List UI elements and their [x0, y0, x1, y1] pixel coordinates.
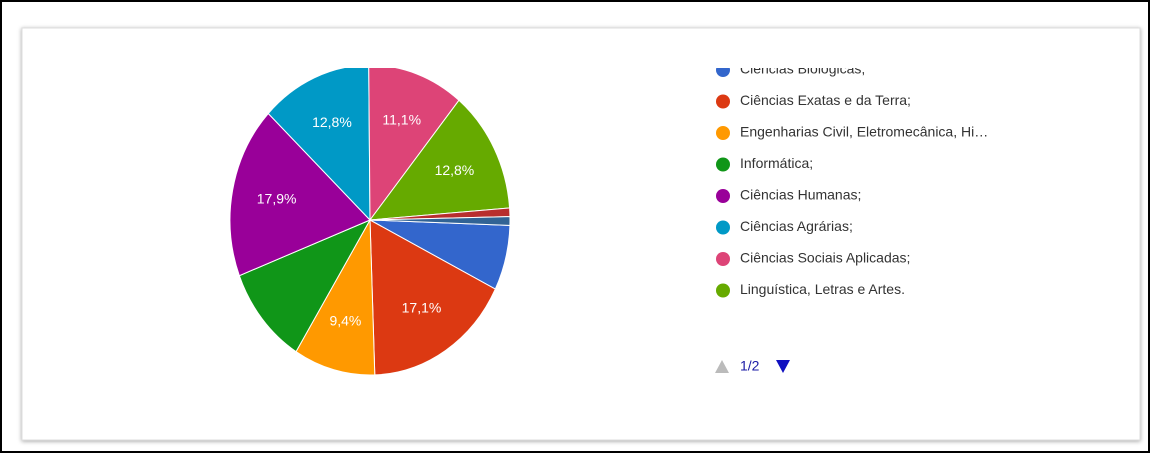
data-label: 9,4%	[329, 313, 361, 329]
data-label: 17,9%	[257, 190, 297, 206]
pie-slice	[369, 219, 496, 376]
legend-swatch	[716, 126, 730, 140]
pie-slice	[295, 218, 376, 376]
pie-slice	[369, 216, 511, 226]
chart: 17,1% 9,4% 17,9% 12,8% 11,1% 12,8% Ciências Bi…	[229, 61, 988, 376]
legend-label: Engenharias Civil, Eletromecânica, Hi…	[740, 124, 988, 140]
data-label: 17,1%	[402, 299, 442, 315]
legend-swatch	[716, 252, 730, 266]
legend-pager: 1/2	[715, 358, 790, 374]
pie-slice	[368, 68, 460, 222]
data-label: 11,1%	[382, 111, 421, 127]
legend-label: Informática;	[740, 155, 813, 171]
legend-label: Ciências Humanas;	[740, 187, 861, 203]
legend-swatch	[716, 189, 730, 203]
pager-text: 1/2	[740, 358, 760, 374]
pie-slice	[238, 218, 372, 353]
legend-swatch	[716, 220, 730, 235]
legend-label: Ciências Sociais Aplicadas;	[740, 250, 910, 266]
data-label: 12,8%	[435, 162, 475, 178]
legend-label: Ciências Biológicas;	[740, 61, 865, 77]
legend-swatch	[716, 94, 730, 109]
legend-swatch	[716, 157, 730, 172]
pager-next[interactable]	[776, 360, 790, 373]
legend-label: Ciências Agrárias;	[740, 218, 853, 234]
pie-slice	[267, 68, 371, 222]
pie-slice	[368, 99, 511, 221]
legend-label: Ciências Exatas e da Terra;	[740, 92, 911, 108]
legend-label: Linguística, Letras e Artes.	[740, 281, 905, 297]
card	[21, 27, 1141, 441]
legend-swatch	[716, 283, 730, 298]
data-label: 12,8%	[312, 114, 352, 130]
pager-prev[interactable]	[715, 360, 729, 373]
legend-swatch	[716, 68, 730, 77]
pie-slice	[229, 112, 371, 277]
